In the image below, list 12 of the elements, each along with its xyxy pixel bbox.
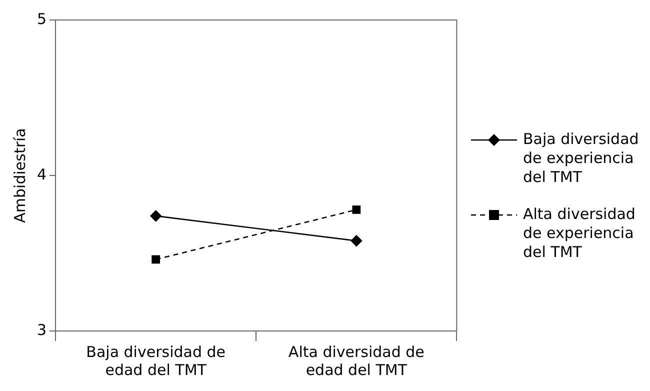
- x-tick-label: Baja diversidad de edad del TMT: [86, 342, 226, 379]
- y-tick-label: 3: [36, 320, 47, 339]
- legend-label: Alta diversidad de experiencia del TMT: [523, 204, 636, 262]
- y-tick-label: 4: [36, 165, 47, 184]
- y-axis-title: Ambidiestría: [10, 128, 29, 223]
- point: [152, 255, 160, 264]
- point: [150, 210, 162, 222]
- point: [350, 235, 362, 246]
- x-tick-label: Alta diversidad de edad del TMT: [288, 342, 424, 379]
- point: [352, 206, 361, 214]
- legend-label: Baja diversidad de experiencia del TMT: [523, 130, 639, 186]
- y-tick-label: 5: [36, 10, 47, 28]
